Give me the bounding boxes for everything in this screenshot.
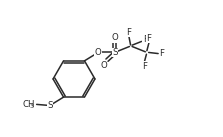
Text: F: F xyxy=(143,35,148,44)
Text: F: F xyxy=(159,49,164,58)
Text: CH: CH xyxy=(23,100,35,109)
Text: F: F xyxy=(147,34,152,43)
Text: 3: 3 xyxy=(30,104,34,109)
Text: F: F xyxy=(126,28,131,37)
Text: O: O xyxy=(111,33,118,42)
Text: O: O xyxy=(100,61,107,69)
Text: O: O xyxy=(95,48,101,57)
Text: S: S xyxy=(47,101,53,110)
Text: F: F xyxy=(142,62,147,71)
Text: S: S xyxy=(112,48,118,57)
